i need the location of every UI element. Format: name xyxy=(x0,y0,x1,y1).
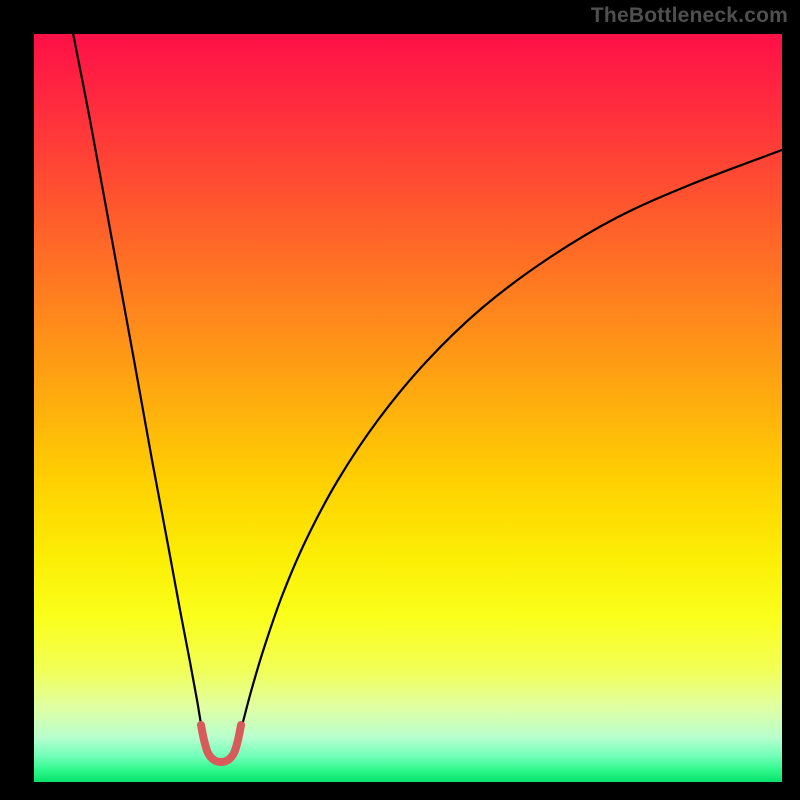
chart-container: TheBottleneck.com xyxy=(0,0,800,800)
curve-bottom-notch xyxy=(201,725,241,762)
curve-left-branch xyxy=(70,18,206,750)
curve-overlay xyxy=(0,0,800,800)
watermark-text: TheBottleneck.com xyxy=(591,4,788,28)
curve-right-branch xyxy=(236,150,782,750)
